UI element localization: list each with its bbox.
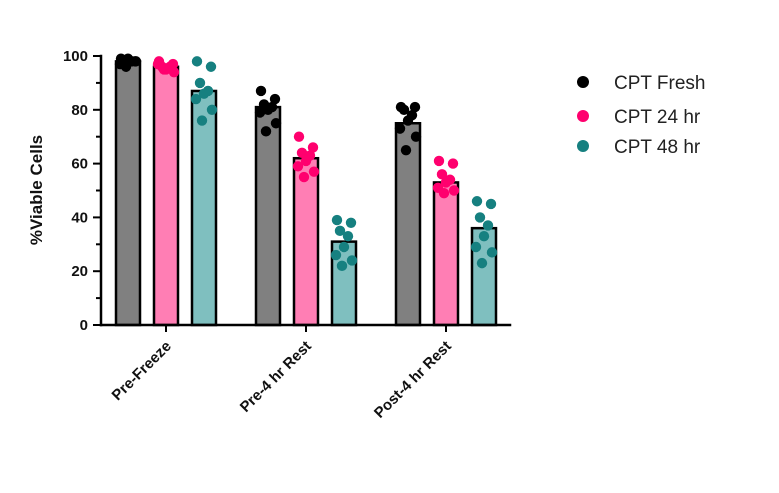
data-point	[447, 158, 459, 169]
data-point	[206, 104, 218, 116]
data-point	[198, 88, 210, 99]
data-point	[120, 61, 132, 72]
data-point	[394, 123, 406, 134]
legend-label: CPT 24 hr	[614, 107, 701, 128]
legend-label: CPT 48 hr	[614, 137, 701, 158]
bar	[292, 156, 320, 327]
data-point	[269, 93, 281, 105]
data-point	[205, 61, 217, 72]
bar	[432, 181, 460, 327]
data-point	[300, 155, 312, 167]
data-point	[254, 107, 266, 118]
data-point	[334, 225, 346, 237]
data-point	[270, 118, 282, 129]
data-point	[122, 53, 134, 64]
y-tick-label: 40	[71, 209, 88, 226]
y-tick-label: 60	[71, 156, 88, 173]
points-layer	[114, 53, 498, 272]
data-point	[260, 126, 272, 137]
y-tick-label: 100	[63, 48, 88, 65]
bar	[190, 89, 218, 327]
data-point	[158, 64, 170, 75]
data-point	[130, 56, 142, 67]
y-tick-label: 0	[80, 317, 88, 334]
data-point	[410, 131, 422, 142]
data-point	[474, 212, 486, 223]
data-point	[402, 115, 414, 126]
data-point	[438, 187, 450, 199]
data-point	[331, 214, 343, 226]
y-axis-title: %Viable Cells	[27, 135, 46, 245]
x-category-label: Pre-Freeze	[109, 338, 175, 404]
data-point	[307, 142, 319, 153]
data-point	[440, 177, 452, 188]
data-point	[486, 247, 498, 258]
data-point	[476, 257, 488, 269]
data-point	[262, 104, 274, 116]
data-point	[409, 101, 421, 113]
x-category-label: Pre-4 hr Rest	[237, 338, 315, 416]
data-point	[400, 144, 412, 156]
data-point	[336, 260, 348, 272]
data-point	[482, 220, 494, 231]
data-point	[168, 66, 180, 78]
data-point	[191, 56, 203, 67]
bar	[254, 105, 282, 327]
data-point	[470, 241, 482, 253]
data-point	[298, 171, 310, 183]
data-point	[293, 131, 305, 142]
data-point	[330, 249, 342, 261]
data-point	[308, 166, 320, 177]
bar	[114, 60, 142, 327]
data-point	[255, 85, 267, 97]
data-point	[196, 115, 208, 126]
data-point	[296, 147, 308, 159]
data-point	[292, 161, 304, 172]
y-tick-label: 80	[71, 102, 88, 119]
data-point	[471, 196, 483, 207]
bar	[152, 65, 180, 327]
data-point	[338, 241, 350, 253]
data-point	[485, 198, 497, 210]
data-point	[436, 169, 448, 180]
legend-marker	[577, 76, 589, 88]
data-point	[346, 255, 358, 266]
data-point	[448, 185, 460, 196]
data-point	[478, 231, 490, 242]
data-point	[342, 231, 354, 242]
legend-marker	[577, 140, 589, 152]
legend: CPT Fresh CPT 24 hr CPT 48 hr	[577, 73, 706, 158]
x-category-label: Post-4 hr Rest	[371, 338, 455, 422]
legend-marker	[577, 110, 589, 122]
data-point	[433, 155, 445, 167]
data-point	[345, 217, 357, 228]
data-point	[190, 93, 202, 105]
y-tick-label: 20	[71, 263, 88, 280]
legend-label: CPT Fresh	[614, 73, 706, 94]
data-point	[194, 77, 206, 89]
data-point	[398, 104, 410, 116]
